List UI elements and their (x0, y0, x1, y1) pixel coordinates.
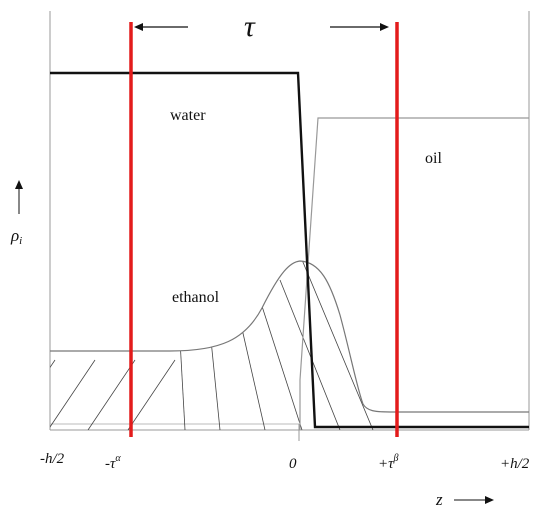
tick-origin: 0 (289, 456, 297, 472)
oil-curve (299, 117, 529, 430)
ethanol-curve (50, 260, 529, 413)
rho-label: ρi (10, 226, 22, 247)
tick-left-interface: -τα (105, 453, 121, 472)
water-curve (50, 71, 529, 429)
tau-arrowhead-right-icon (380, 23, 389, 31)
water-label: water (170, 107, 206, 124)
z-arrowhead-icon (485, 496, 494, 504)
z-label: z (435, 490, 443, 509)
tick-right-interface: +τβ (378, 453, 399, 472)
ethanol-label: ethanol (172, 289, 220, 306)
rho-arrowhead-icon (15, 180, 23, 189)
tau-arrowhead-left-icon (134, 23, 143, 31)
ethanol-hatch (50, 261, 374, 430)
tick-right-edge: +h/2 (500, 456, 530, 472)
oil-label: oil (425, 150, 442, 167)
tick-left-edge: -h/2 (40, 451, 65, 467)
tau-label: τ (244, 10, 256, 43)
